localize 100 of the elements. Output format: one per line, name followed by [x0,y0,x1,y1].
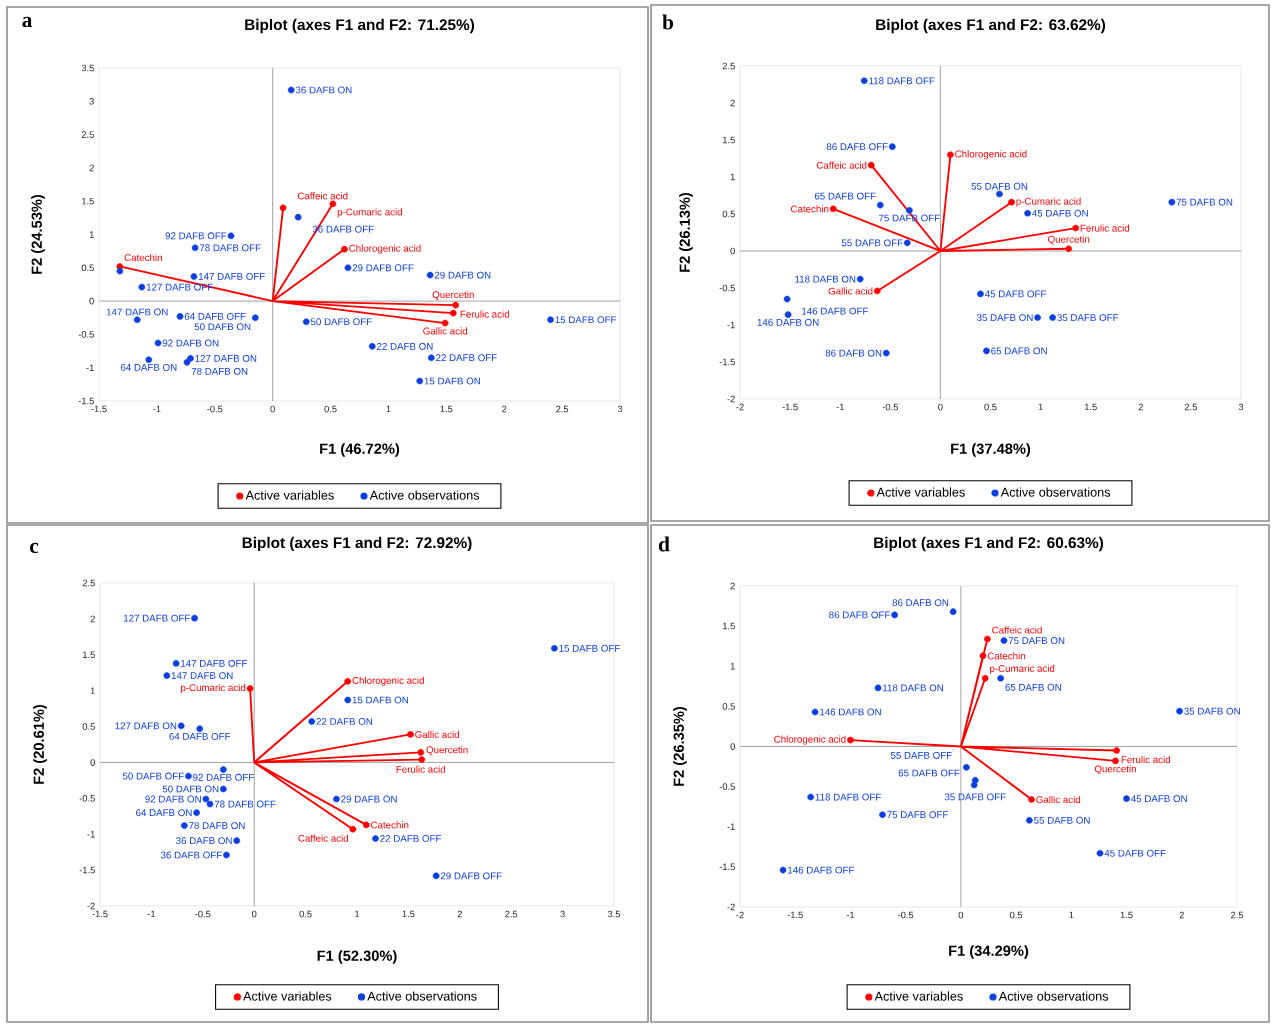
annotation: Gallic acid [415,730,459,739]
chart-title: Biplot (axes F1 and F2: 60.63%) [874,536,1104,552]
annotation: 45 DAFB OFF [1104,849,1166,857]
annotation: Catechin [124,253,162,262]
annotation: 146 DAFB OFF [802,307,869,315]
point [187,355,194,362]
annotation: Ferulic acid [396,765,445,773]
x-tick-label: 0.5 [324,405,337,413]
x-tick-label: 0.5 [1009,911,1023,919]
annotation: 22 DAFB ON [376,342,433,350]
x-axis-title: F1 (52.30%) [317,950,397,964]
point [432,872,440,880]
point [233,837,241,844]
legend-label: Active variables [243,991,332,1001]
point [154,339,162,347]
x-tick-label: 2 [1138,403,1143,411]
y-tick-label: 2.5 [81,131,94,138]
y-tick-label: 0.5 [81,264,94,272]
point [874,684,882,692]
point [1024,209,1031,217]
text: d [658,536,670,552]
y-tick-label: -1.5 [719,358,735,366]
point [1008,198,1015,206]
point [882,349,890,357]
annotation: 118 DAFB ON [883,684,943,692]
annotation: 92 DAFB OFF [165,232,227,240]
point [906,206,913,214]
x-tick-label: 0 [938,403,943,411]
x-tick-label: 2 [457,910,462,918]
x-tick-label: 1.5 [440,405,453,413]
y-tick-label: 3 [89,98,94,105]
point [362,821,370,829]
point [287,86,295,94]
y-tick-label: 2 [730,582,735,590]
annotation: 15 DAFB OFF [555,316,617,324]
point [1168,198,1176,206]
point [1072,224,1080,232]
legend-label: Active variables [874,991,963,1001]
point [949,608,957,616]
annotation: 36 DAFB ON [295,86,352,94]
x-tick-label: 0 [958,911,964,919]
y-tick-label: -2 [727,903,735,911]
x-tick-label: 1 [1038,403,1043,411]
point [1049,314,1056,321]
annotation: Catechin [791,205,829,213]
x-tick-label: -1 [153,405,161,413]
legend-label: Active observations [369,490,480,500]
point [341,245,348,253]
point [180,822,188,829]
annotation: 65 DAFB ON [1005,683,1061,691]
annotation: 64 DAFB ON [136,809,192,817]
point [441,319,449,327]
y-tick-label: 1.5 [82,197,94,205]
annotation: 35 DAFB OFF [944,793,1006,801]
y-tick-label: 1.5 [723,622,735,630]
x-tick-label: -2 [736,403,744,411]
y-tick-label: 1 [730,173,735,181]
x-tick-label: 1.5 [402,910,415,918]
point [867,161,875,169]
x-axis-title: F1 (34.29%) [949,945,1029,959]
y-tick-label: -0.5 [78,331,94,338]
x-tick-label: 1.5 [1120,911,1133,919]
annotation: Ferulic acid [1080,224,1130,232]
point [996,190,1003,198]
point [1028,796,1035,803]
annotation: 55 DAFB OFF [841,239,903,247]
y-tick-label: 0 [730,247,735,255]
annotation: 127 DAFB OFF [123,614,190,622]
annotation: 75 DAFB OFF [887,811,948,819]
annotation: 147 DAFB OFF [198,273,265,280]
point [779,866,787,874]
point [133,316,141,324]
point [452,301,459,309]
x-tick-label: -2 [736,911,744,919]
annotation: 65 DAFB ON [991,347,1047,355]
y-tick-label: 1.5 [723,136,735,144]
y-tick-label: 0.5 [722,703,735,710]
annotation: 147 DAFB OFF [181,659,247,667]
point [220,766,227,773]
annotation: 118 DAFB OFF [815,793,881,801]
annotation: 86 DAFB OFF [826,143,888,151]
y-tick-label: 2 [730,99,735,107]
y-axis-title: F2 (26.35%) [673,706,687,786]
point [279,204,287,212]
x-tick-label: 3 [1238,403,1244,411]
annotation: Chlorogenic acid [774,735,846,745]
point [891,611,898,619]
annotation: 146 DAFB ON [757,318,819,326]
annotation: Quercetin [1094,765,1136,775]
point [426,271,434,279]
y-tick-label: 1 [90,687,95,694]
point [206,800,214,808]
annotation: Caffeic acid [816,161,867,169]
point [308,718,316,725]
point [947,151,954,159]
annotation: 65 DAFB OFF [898,769,960,777]
point [873,287,881,295]
annotation: 36 DAFB ON [176,837,232,845]
x-axis-title: F1 (37.48%) [951,443,1031,457]
point [876,201,884,209]
